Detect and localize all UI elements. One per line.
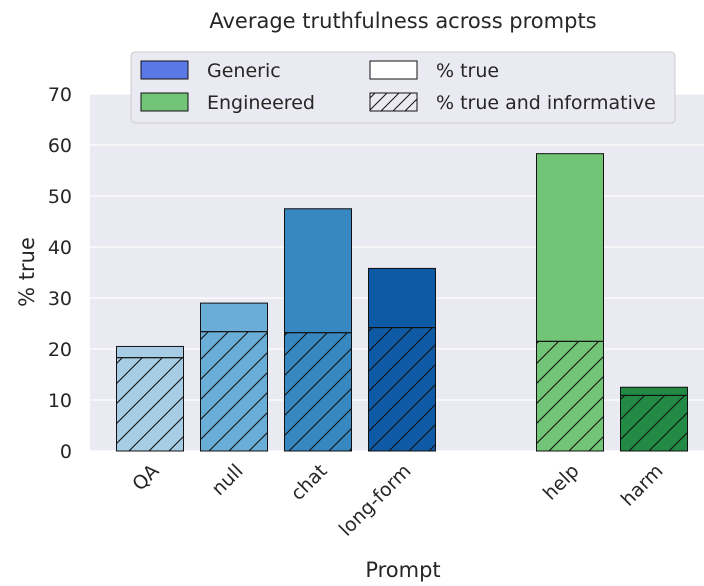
bar-true-informative-hatch (620, 394, 688, 452)
y-tick-label: 10 (48, 390, 72, 412)
bar-true-informative-hatch (284, 332, 352, 452)
y-tick-label: 70 (48, 84, 72, 106)
legend-swatch-true (369, 60, 418, 80)
bar-true-informative-hatch (536, 340, 604, 452)
legend-swatch-generic (140, 60, 189, 80)
bar-true-informative-hatch (368, 327, 436, 452)
bar-true-informative-hatch (200, 331, 268, 452)
y-tick-label: 20 (48, 339, 72, 361)
legend-label-generic: Generic (207, 60, 281, 82)
y-tick-label: 40 (48, 237, 72, 259)
x-tick-label: null (207, 460, 247, 500)
legend-swatch-true-informative (369, 92, 418, 112)
x-tick-label: help (539, 460, 584, 505)
legend-box (130, 51, 676, 124)
bars (116, 153, 688, 452)
y-tick-label: 0 (60, 441, 72, 463)
legend-label-true: % true (436, 60, 499, 82)
legend-swatch-engineered (140, 92, 189, 112)
legend-label-engineered: Engineered (207, 92, 315, 114)
bar-true-informative-hatch (116, 357, 184, 452)
legend: Generic Engineered % true % true and inf… (130, 51, 676, 124)
x-tick-label: chat (287, 460, 332, 505)
legend-label-true-informative: % true and informative (436, 92, 656, 114)
x-tick-label: long-form (335, 460, 416, 541)
x-tick-labels: QA null chat long-form help harm (128, 460, 667, 541)
x-tick-label: harm (617, 460, 668, 511)
x-axis-label: Prompt (365, 558, 440, 582)
y-tick-labels: 0 10 20 30 40 50 60 70 (48, 84, 72, 463)
y-tick-label: 60 (48, 135, 72, 157)
y-tick-label: 50 (48, 186, 72, 208)
x-tick-label: QA (128, 460, 163, 495)
chart-title: Average truthfulness across prompts (209, 9, 596, 33)
y-axis-label: % true (15, 237, 39, 307)
y-tick-label: 30 (48, 288, 72, 310)
